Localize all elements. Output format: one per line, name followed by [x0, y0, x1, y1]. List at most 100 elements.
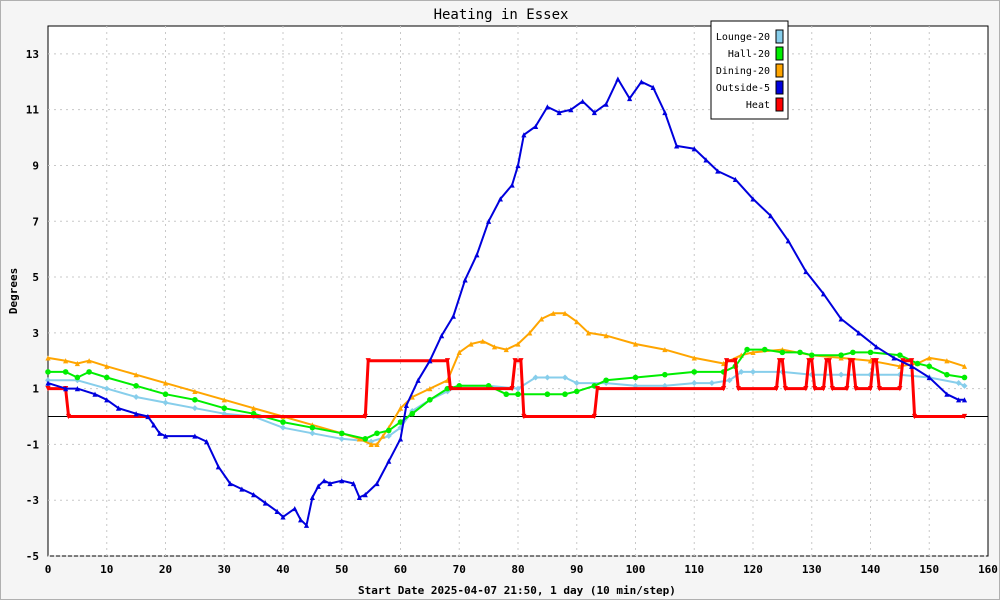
data-point — [944, 358, 950, 364]
y-tick-label: 9 — [32, 159, 39, 172]
data-point — [350, 480, 357, 487]
data-point — [850, 358, 856, 364]
grid-lines — [48, 26, 988, 557]
data-point — [444, 358, 451, 364]
x-tick-label: 10 — [100, 563, 113, 576]
data-point — [532, 374, 539, 381]
data-point — [427, 386, 433, 392]
data-point — [162, 380, 169, 386]
chart-title: Heating in Essex — [434, 7, 569, 23]
x-tick-labels: 0 10 20 30 40 50 60 70 80 90 100 110 120 130 140 150 160 — [45, 563, 998, 576]
data-point — [45, 386, 51, 392]
legend-label: Lounge-20 — [716, 32, 770, 43]
data-point — [403, 402, 409, 408]
y-tick-label: 5 — [32, 271, 39, 284]
data-point — [86, 358, 92, 364]
data-point — [773, 386, 780, 392]
data-point — [339, 478, 345, 484]
data-point — [691, 146, 697, 152]
legend-swatch — [775, 29, 784, 44]
data-point — [961, 363, 968, 369]
data-point — [447, 386, 454, 392]
data-point — [362, 492, 368, 498]
legend-label: Dining-20 — [716, 66, 770, 77]
series-heat — [45, 358, 968, 420]
data-point — [45, 355, 51, 361]
data-point — [550, 310, 556, 316]
data-point — [280, 424, 286, 431]
data-point — [385, 427, 392, 434]
y-tick-label: 13 — [26, 48, 39, 61]
data-point — [191, 405, 198, 412]
data-point — [103, 385, 110, 392]
data-point — [62, 369, 69, 375]
data-point — [527, 330, 533, 336]
data-point — [374, 480, 380, 487]
data-point — [385, 433, 392, 440]
data-point — [162, 399, 169, 406]
data-point — [897, 352, 903, 358]
data-point — [662, 346, 668, 353]
data-point — [533, 123, 539, 130]
data-point — [221, 405, 228, 411]
data-point — [74, 374, 81, 381]
x-tick-label: 90 — [570, 563, 583, 576]
data-point — [133, 372, 139, 378]
data-point — [897, 386, 903, 392]
data-point — [280, 419, 286, 425]
data-point — [562, 310, 568, 316]
x-tick-label: 70 — [453, 563, 466, 576]
data-point — [103, 374, 110, 381]
data-point — [744, 346, 750, 353]
data-point — [356, 436, 362, 442]
data-point — [820, 291, 827, 297]
data-point — [115, 405, 122, 411]
data-point — [104, 363, 110, 369]
data-point — [462, 277, 468, 283]
y-tick-label: -5 — [26, 550, 39, 563]
data-point — [456, 349, 462, 355]
data-point — [515, 385, 521, 392]
data-point — [92, 391, 98, 397]
data-point — [961, 382, 968, 389]
data-point — [638, 79, 644, 85]
data-point — [891, 355, 897, 361]
data-point — [768, 213, 774, 219]
legend-label: Heat — [746, 100, 770, 111]
data-point — [509, 182, 515, 188]
data-point — [409, 394, 415, 400]
x-tick-label: 30 — [218, 563, 231, 576]
x-tick-label: 80 — [511, 563, 524, 576]
data-point — [518, 358, 524, 364]
data-point — [926, 355, 932, 361]
data-point — [562, 391, 568, 398]
data-point — [338, 435, 345, 442]
legend-swatch — [775, 63, 784, 78]
data-point — [497, 196, 503, 202]
data-point — [409, 410, 416, 417]
legend-swatch — [775, 46, 784, 61]
legend-swatch — [775, 80, 784, 95]
data-point — [365, 358, 371, 364]
legend-box — [710, 20, 789, 120]
series-layer — [45, 76, 968, 528]
data-point — [157, 430, 163, 436]
data-point — [362, 413, 368, 420]
data-point — [74, 386, 80, 392]
data-point — [221, 397, 227, 403]
data-point — [926, 363, 933, 370]
data-point — [397, 436, 404, 442]
data-point — [133, 411, 139, 417]
data-point — [662, 371, 668, 378]
data-point — [45, 380, 51, 386]
legend: Lounge-20 Hall-20 Dining-20 Outside-5 Heat — [710, 20, 789, 120]
data-point — [838, 352, 844, 358]
data-point — [512, 358, 518, 364]
data-point — [627, 95, 633, 102]
series-hall-20 — [45, 346, 968, 442]
data-point — [192, 388, 198, 395]
x-tick-label: 20 — [159, 563, 172, 576]
data-point — [298, 517, 304, 523]
data-point — [63, 358, 69, 364]
data-point — [900, 358, 906, 364]
